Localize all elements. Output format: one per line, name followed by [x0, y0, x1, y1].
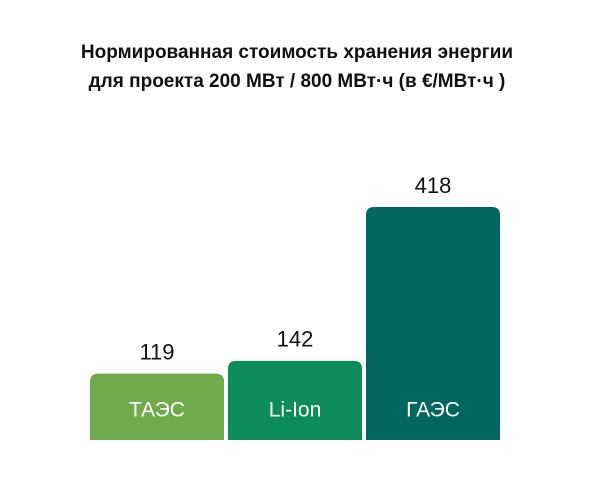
category-label: Li-Ion: [269, 399, 322, 422]
bar: [90, 373, 224, 440]
value-label: 142: [277, 327, 314, 352]
bar: [228, 360, 362, 440]
value-label: 119: [139, 339, 174, 364]
category-label: ТАЭС: [129, 399, 185, 422]
value-label: 418: [415, 173, 452, 198]
chart-title: Нормированная стоимость хранения энергии: [81, 42, 513, 63]
bar: [366, 207, 500, 440]
chart-title: для проекта 200 МВт / 800 МВт·ч (в €/МВт…: [89, 71, 506, 92]
category-label: ГАЭС: [406, 399, 460, 422]
